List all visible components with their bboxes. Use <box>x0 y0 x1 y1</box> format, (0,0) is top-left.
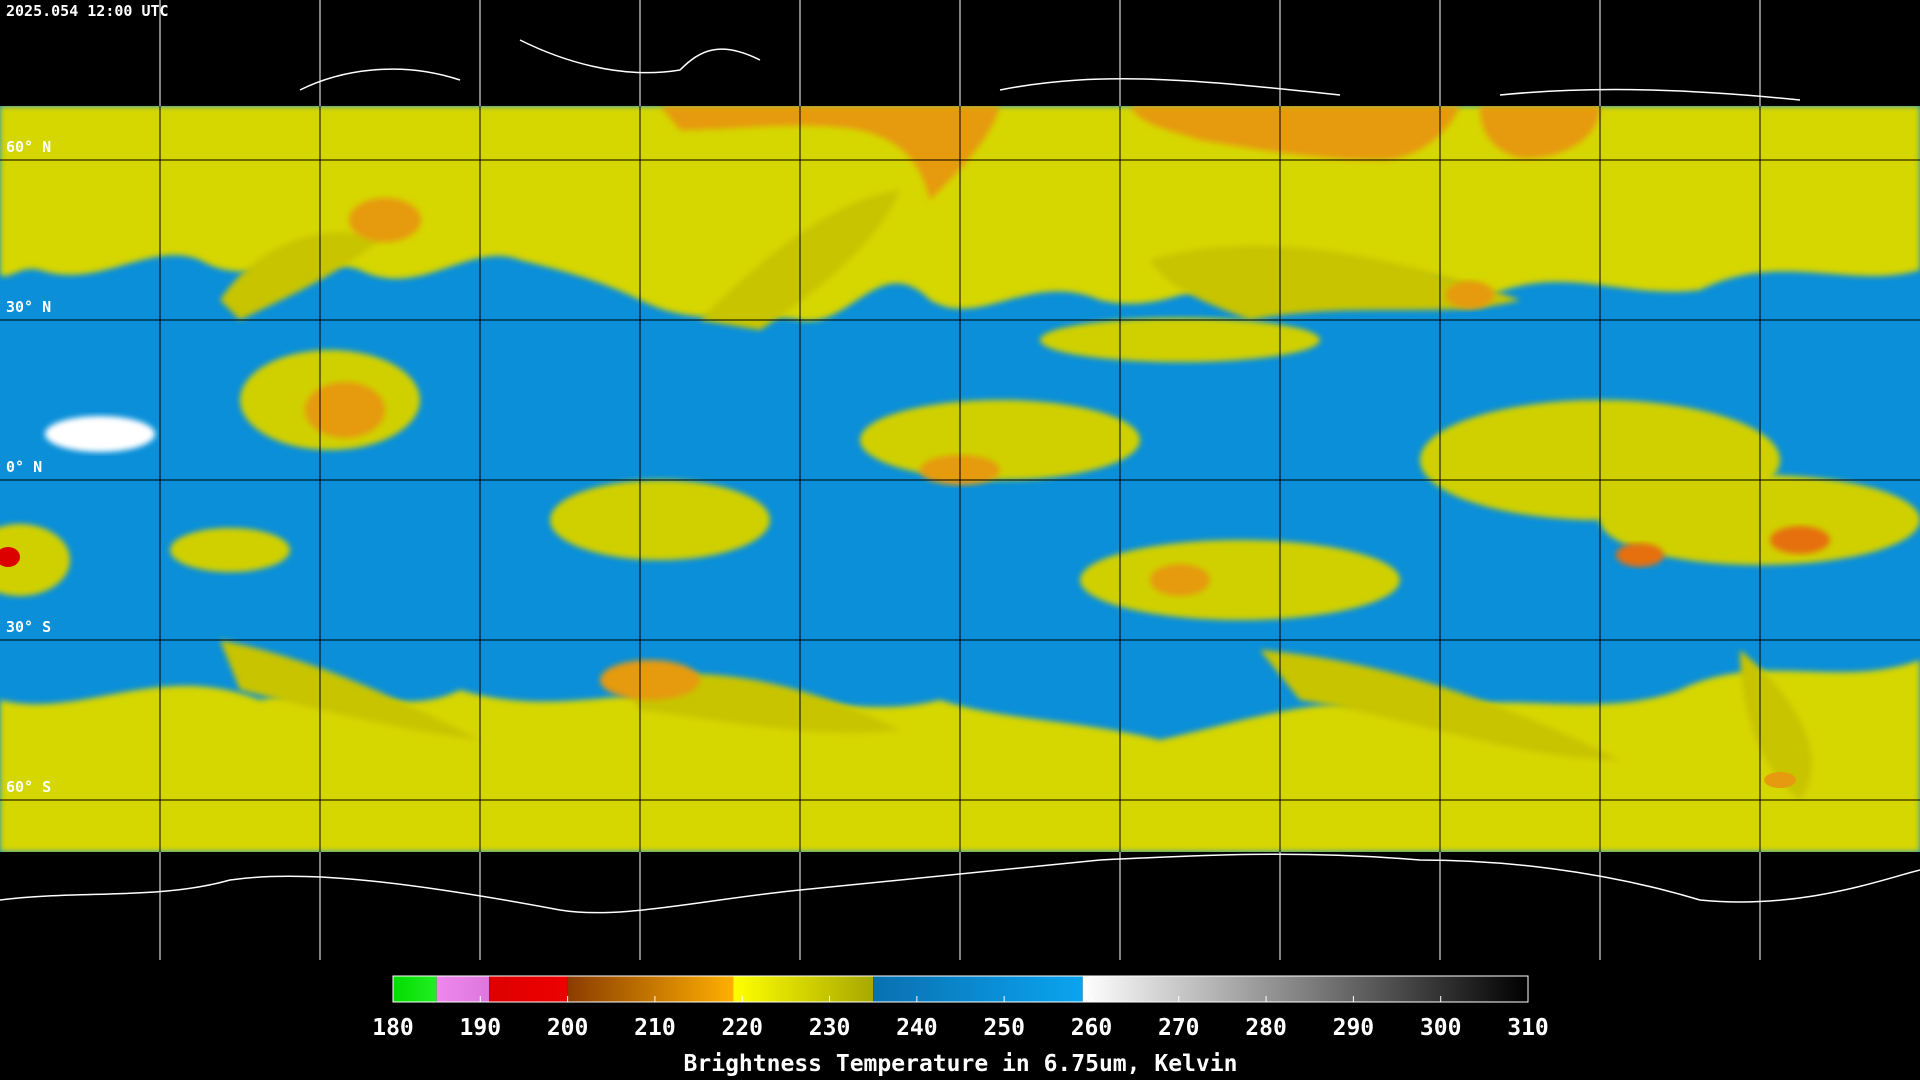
colorbar-tick-label: 190 <box>460 1015 502 1041</box>
colorbar-segment <box>393 976 437 1002</box>
colorbar: 180 190 200 210 220 230 240 250 260 270 280 290 300 3… <box>372 975 1549 1077</box>
latitude-label: 0° N <box>6 458 42 476</box>
colorbar-title: Brightness Temperature in 6.75um, Kelvin <box>684 1051 1238 1077</box>
colorbar-tick-label: 280 <box>1245 1015 1287 1041</box>
latitude-label: 30° S <box>6 618 51 636</box>
timestamp: 2025.054 12:00 UTC <box>6 2 169 20</box>
colorbar-segment <box>1082 976 1528 1002</box>
colorbar-tick-label: 180 <box>372 1015 414 1041</box>
colorbar-tick-label: 210 <box>634 1015 676 1041</box>
colorbar-tick-label: 270 <box>1158 1015 1200 1041</box>
colorbar-segment <box>873 976 1083 1002</box>
colorbar-frame <box>392 975 1529 1003</box>
latitude-label: 60° N <box>6 138 51 156</box>
colorbar-tick-label: 310 <box>1507 1015 1549 1041</box>
colorbar-tick-label: 220 <box>721 1015 763 1041</box>
colorbar-tick-label: 250 <box>983 1015 1025 1041</box>
colorbar-tick-label: 240 <box>896 1015 938 1041</box>
colorbar-tick-label: 260 <box>1071 1015 1113 1041</box>
colorbar-tick-label: 300 <box>1420 1015 1462 1041</box>
colorbar-tick-label: 200 <box>547 1015 589 1041</box>
colorbar-tick-label: 290 <box>1333 1015 1375 1041</box>
colorbar-segment <box>489 976 568 1002</box>
colorbar-tick-label: 230 <box>809 1015 851 1041</box>
graticule: 60° N 30° N 0° N 30° S 60° S <box>0 0 1920 960</box>
colorbar-segment <box>733 976 874 1002</box>
coastlines <box>0 39 1920 914</box>
colorbar-segment <box>567 976 734 1002</box>
colorbar-segment <box>436 976 490 1002</box>
latitude-label: 30° N <box>6 298 51 316</box>
latitude-label: 60° S <box>6 778 51 796</box>
